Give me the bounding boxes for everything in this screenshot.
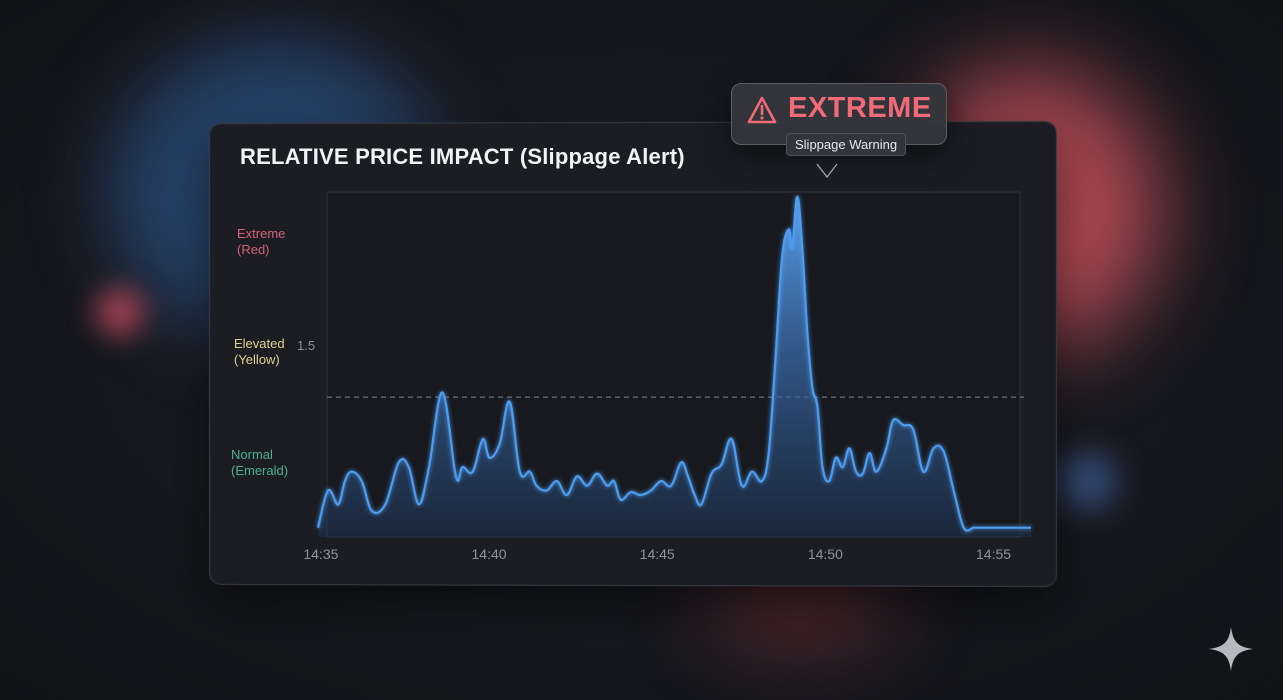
warning-triangle-icon: [747, 96, 777, 124]
y-threshold-tick-label: 1.5: [297, 338, 316, 353]
x-tick-label: 14:55: [976, 546, 1012, 562]
y-band-label-extreme: Extreme (Red): [237, 226, 286, 257]
x-tick-label: 14:40: [471, 546, 507, 562]
chart-title: RELATIVE PRICE IMPACT (Slippage Alert): [240, 144, 685, 169]
x-tick-label: 14:35: [303, 546, 339, 562]
small-blue-glow: [1058, 452, 1116, 510]
y-band-label-elevated: Elevated (Yellow): [234, 336, 285, 367]
badge-label: EXTREME: [788, 92, 932, 124]
x-tick-label: 14:45: [639, 546, 675, 562]
slippage-tooltip: Slippage Warning: [786, 133, 907, 156]
y-band-label-normal: Normal (Emerald): [231, 447, 289, 478]
sparkle-icon: [1209, 627, 1253, 671]
small-red-glow: [96, 288, 144, 336]
series-line: [316, 195, 1031, 532]
tooltip-pointer-icon: [816, 163, 838, 179]
x-tick-label: 14:50: [807, 546, 843, 562]
